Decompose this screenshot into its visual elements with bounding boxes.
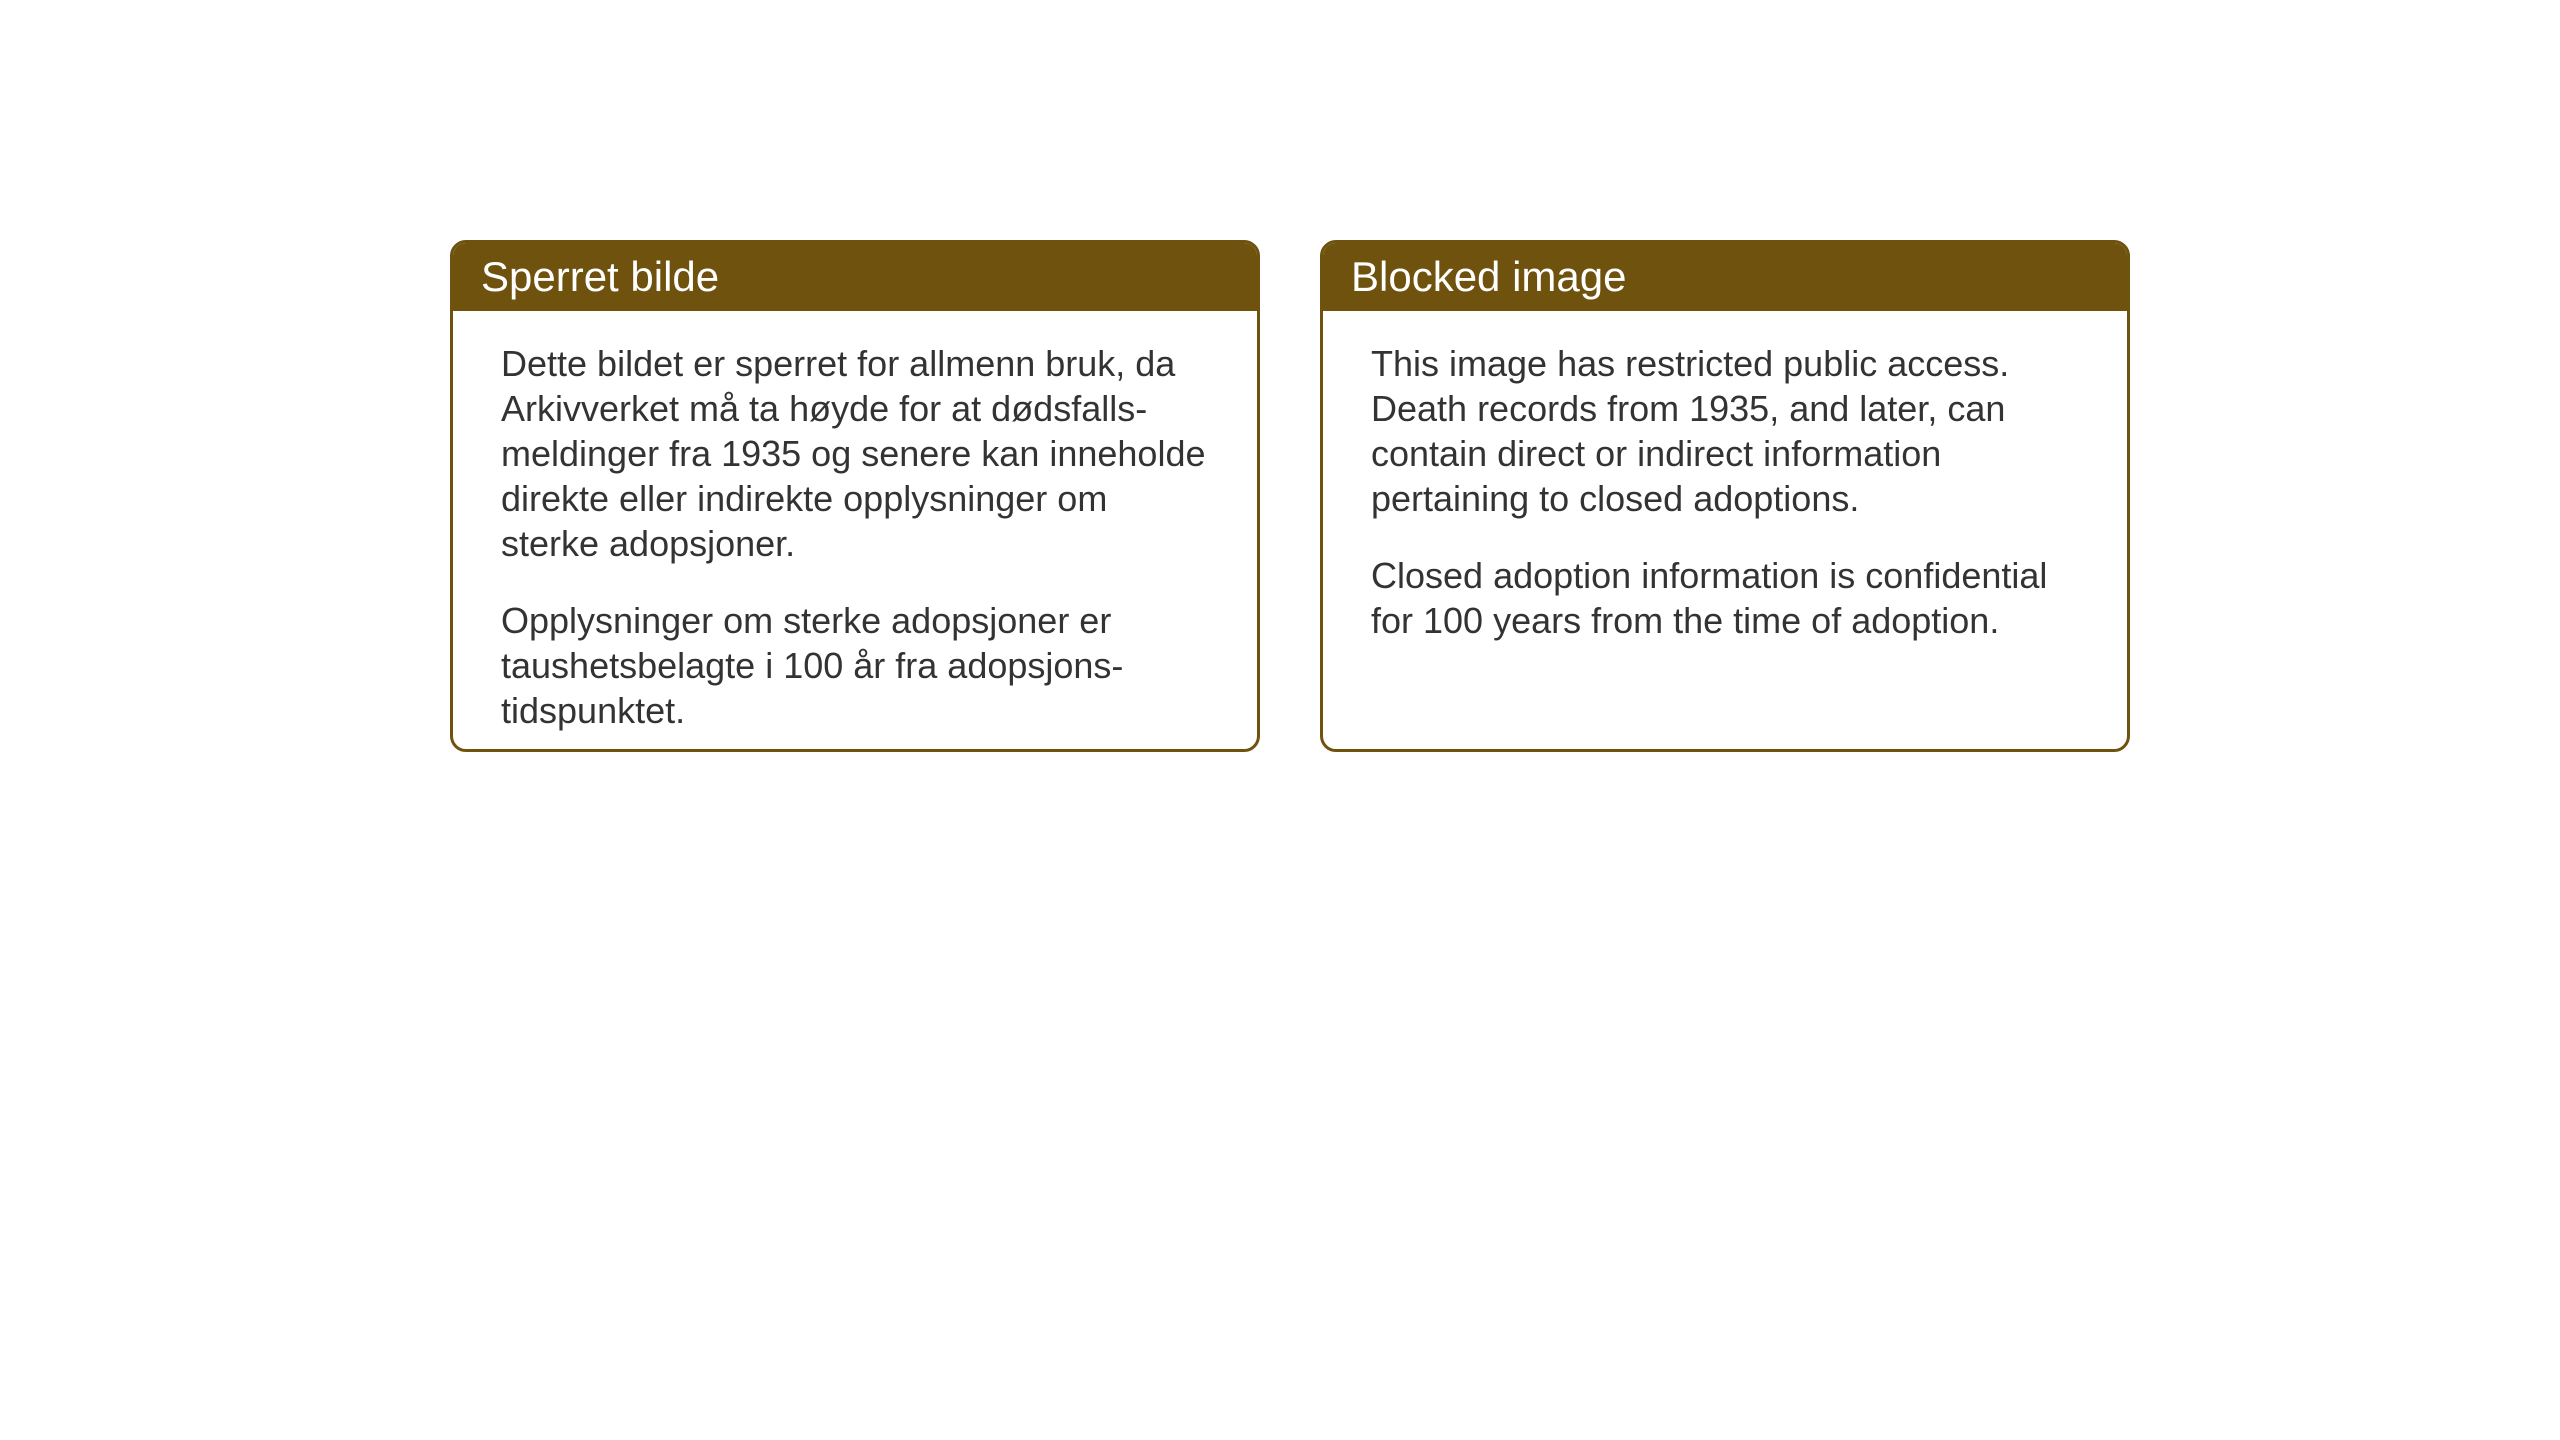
- card-norwegian-header: Sperret bilde: [453, 243, 1257, 311]
- card-norwegian-title: Sperret bilde: [481, 253, 719, 300]
- card-english-header: Blocked image: [1323, 243, 2127, 311]
- card-english-title: Blocked image: [1351, 253, 1626, 300]
- card-norwegian: Sperret bilde Dette bildet er sperret fo…: [450, 240, 1260, 752]
- card-english-body: This image has restricted public access.…: [1323, 311, 2127, 683]
- card-norwegian-paragraph-2: Opplysninger om sterke adopsjoner er tau…: [501, 598, 1209, 733]
- card-norwegian-body: Dette bildet er sperret for allmenn bruk…: [453, 311, 1257, 752]
- cards-container: Sperret bilde Dette bildet er sperret fo…: [450, 240, 2130, 752]
- card-english-paragraph-1: This image has restricted public access.…: [1371, 341, 2079, 521]
- card-english: Blocked image This image has restricted …: [1320, 240, 2130, 752]
- card-english-paragraph-2: Closed adoption information is confident…: [1371, 553, 2079, 643]
- card-norwegian-paragraph-1: Dette bildet er sperret for allmenn bruk…: [501, 341, 1209, 566]
